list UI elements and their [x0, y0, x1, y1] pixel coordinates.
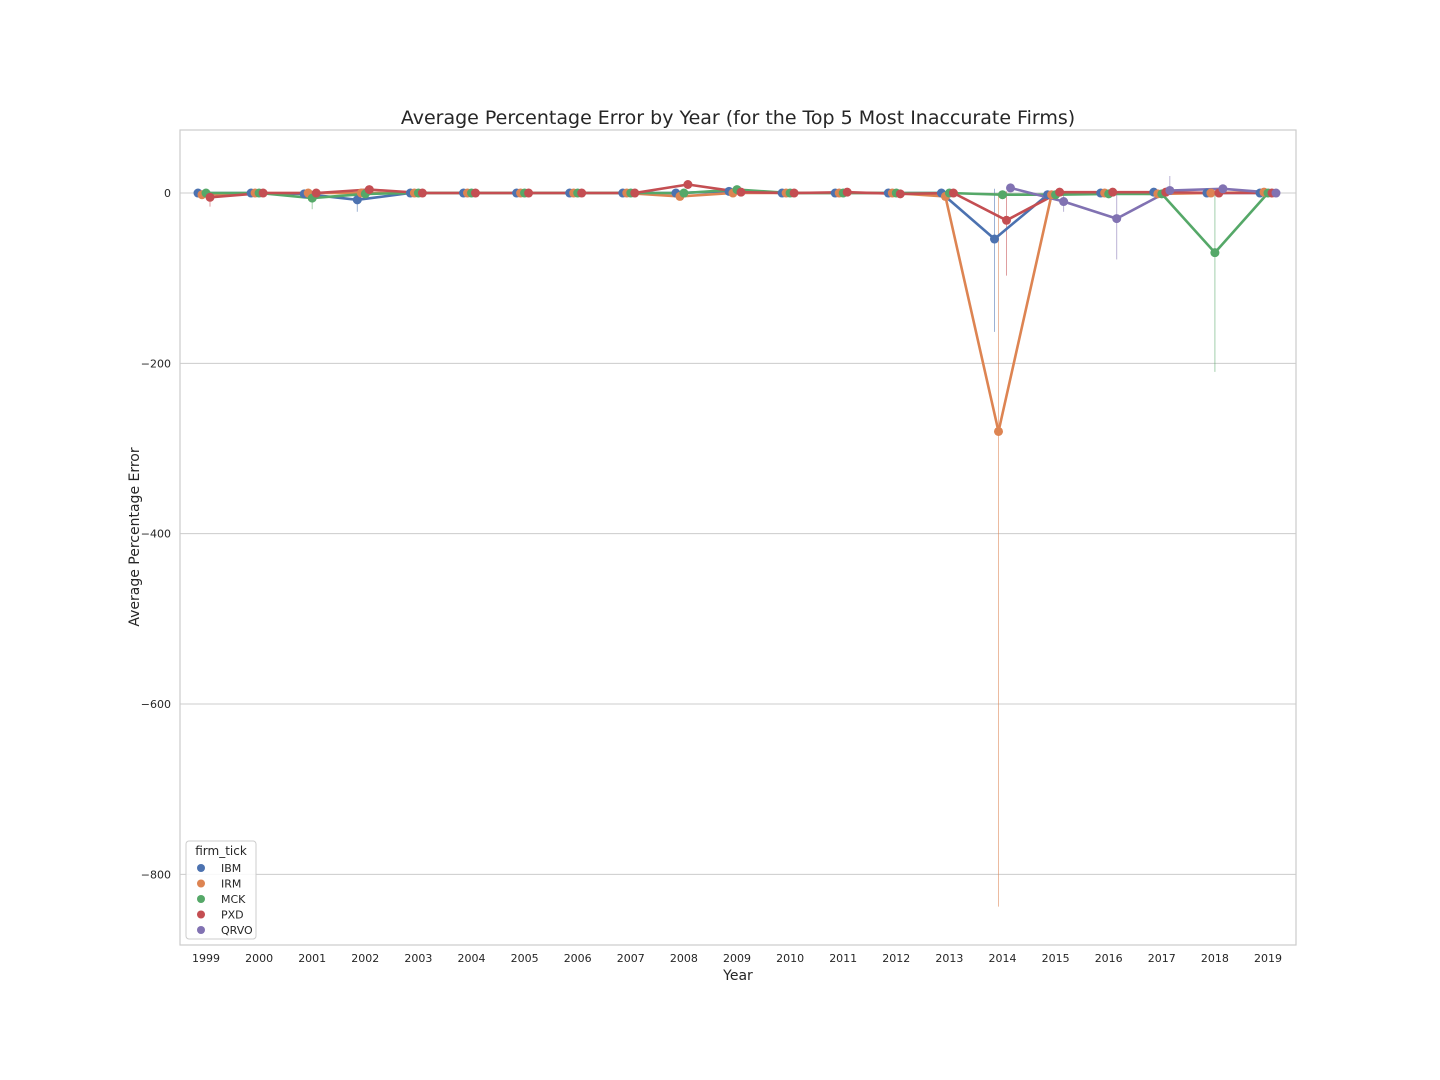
series-line-irm: [201, 190, 1265, 433]
x-tick-label: 2018: [1201, 952, 1229, 965]
x-tick-label: 1999: [192, 952, 220, 965]
data-point-qrvo: [1059, 197, 1069, 207]
x-tick-label: 2009: [723, 952, 751, 965]
error-bars-layer: [209, 175, 1216, 907]
legend-marker-irm: [197, 879, 205, 888]
data-point-qrvo: [1165, 185, 1175, 195]
data-point-qrvo: [1271, 188, 1281, 198]
data-point-pxd: [1002, 215, 1011, 225]
x-tick-label: 2010: [776, 952, 804, 965]
x-tick-label: 2011: [829, 952, 857, 965]
data-point-pxd: [895, 189, 905, 199]
x-tick-label: 2008: [670, 952, 698, 965]
grid-layer: [180, 192, 1296, 875]
x-tick-label: 2012: [882, 952, 910, 965]
legend-marker-ibm: [197, 864, 205, 872]
data-point-pxd: [630, 188, 640, 198]
x-tick-label: 2001: [298, 952, 326, 965]
data-point-qrvo: [1112, 214, 1122, 224]
legend-label-pxd: PXD: [221, 909, 244, 922]
data-point-pxd: [683, 180, 693, 190]
data-point-pxd: [311, 188, 321, 198]
legend-marker-qrvo: [197, 926, 205, 934]
x-tick-label: 2000: [245, 952, 273, 965]
data-point-ibm: [352, 195, 362, 205]
data-point-pxd: [1055, 187, 1065, 197]
data-point-pxd: [258, 188, 268, 198]
x-tick-label: 2002: [351, 952, 379, 965]
legend-title: firm_tick: [195, 844, 247, 858]
data-point-pxd: [471, 188, 480, 198]
data-point-pxd: [364, 185, 374, 195]
x-tick-label: 2017: [1148, 952, 1176, 965]
legend-label-irm: IRM: [221, 878, 241, 891]
data-point-pxd: [417, 188, 427, 198]
legend-items: IBM IRM MCK PXD QRVO: [197, 862, 253, 937]
data-point-pxd: [736, 187, 746, 197]
data-point-pxd: [1108, 187, 1118, 197]
x-tick-label: 2005: [511, 952, 539, 965]
legend-label-mck: MCK: [221, 893, 246, 906]
series-points-layer: [193, 180, 1281, 436]
y-tick-label: −600: [141, 698, 171, 711]
legend: firm_tick IBM IRM MCK PXD QRVO: [185, 840, 257, 940]
y-tick-label: −200: [141, 357, 171, 370]
data-point-mck: [998, 190, 1007, 200]
data-point-irm: [1206, 188, 1216, 198]
y-tick-label: 0: [164, 187, 171, 200]
data-point-pxd: [577, 188, 587, 198]
plot-frame: [179, 129, 1297, 946]
data-point-pxd: [948, 188, 958, 198]
data-point-qrvo: [1218, 184, 1228, 194]
data-point-mck: [679, 188, 689, 198]
legend-label-qrvo: QRVO: [221, 924, 253, 937]
x-tick-label: 2006: [564, 952, 592, 965]
x-tick-label: 2003: [404, 952, 432, 965]
legend-marker-mck: [197, 895, 205, 903]
data-point-irm: [994, 426, 1003, 436]
y-axis-label: Average Percentage Error: [127, 447, 143, 627]
x-tick-label: 2004: [458, 952, 486, 965]
x-tick-label: 2014: [989, 952, 1017, 965]
data-point-pxd: [524, 188, 534, 198]
data-point-qrvo: [1006, 183, 1015, 193]
x-tick-label: 2007: [617, 952, 645, 965]
x-tick-labels: 1999 2000 2001 2002 2003 2004 2005 2006 2007 2008…: [192, 952, 1282, 965]
x-tick-label: 2015: [1042, 952, 1070, 965]
data-point-pxd: [789, 188, 799, 198]
x-axis-label: Year: [722, 968, 753, 984]
y-tick-labels: 0 −200 −400 −600 −800: [141, 187, 171, 881]
data-point-mck: [1210, 248, 1220, 258]
data-point-pxd: [205, 192, 215, 202]
x-tick-label: 2016: [1095, 952, 1123, 965]
series-line-qrvo: [1010, 186, 1277, 220]
x-tick-label: 2013: [935, 952, 963, 965]
legend-marker-pxd: [197, 910, 205, 919]
data-point-pxd: [842, 187, 852, 197]
y-tick-label: −400: [141, 528, 171, 541]
legend-label-ibm: IBM: [221, 862, 241, 875]
data-point-ibm: [990, 234, 999, 244]
y-tick-label: −800: [141, 868, 171, 881]
x-tick-label: 2019: [1254, 952, 1282, 965]
chart-title: Average Percentage Error by Year (for th…: [401, 107, 1075, 129]
